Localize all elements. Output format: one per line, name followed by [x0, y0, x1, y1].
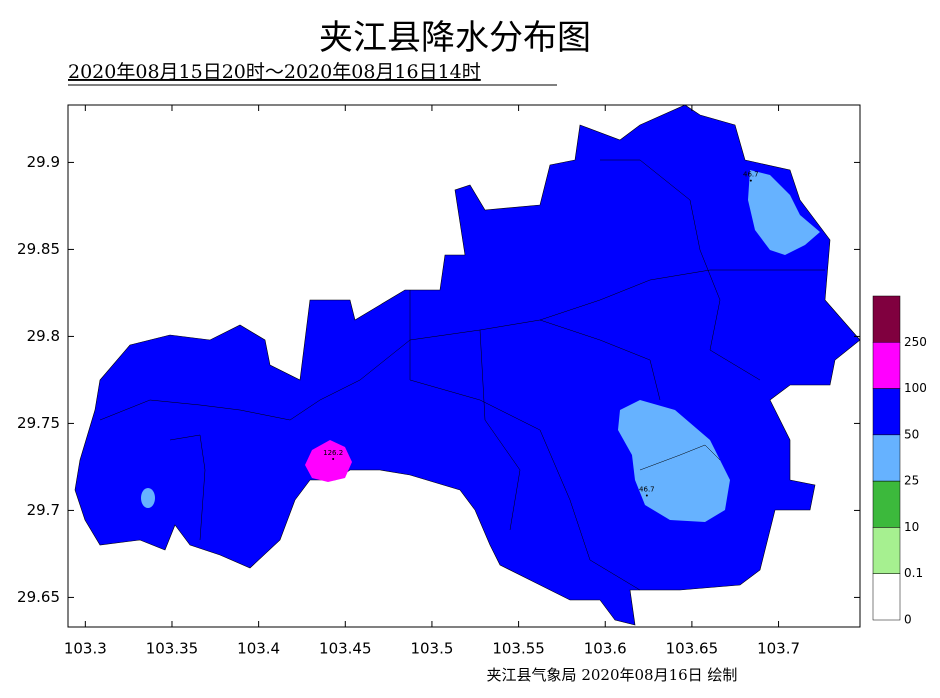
legend-label: 10 [904, 520, 919, 534]
station-labels: 126.2 46.7 46.7 [323, 171, 759, 497]
y-tick-label: 29.75 [17, 414, 60, 432]
y-tick-label: 29.8 [27, 327, 60, 345]
legend-swatch [872, 527, 901, 574]
legend-label: 0 [904, 613, 912, 627]
x-tick-label: 103.7 [757, 640, 800, 658]
y-tick-label: 29.85 [17, 240, 60, 258]
y-tick-label: 29.7 [27, 501, 60, 519]
map-subtitle: 2020年08月15日20时～2020年08月16日14时 [68, 61, 481, 83]
footer-credit: 夹江县气象局 2020年08月16日 绘制 [487, 666, 738, 684]
legend-swatch [872, 388, 901, 436]
station-dot [332, 458, 335, 460]
legend-label: 100 [904, 381, 927, 395]
rain-25-50-area [141, 488, 155, 508]
station-dot [749, 179, 752, 182]
x-tick-label: 103.65 [666, 640, 719, 658]
station-dot [645, 494, 648, 497]
legend-swatch [872, 573, 901, 621]
legend-label: 50 [904, 427, 919, 441]
x-tick-label: 103.35 [146, 640, 199, 658]
rain-25-50-area [618, 400, 730, 522]
township-boundaries [99, 159, 825, 591]
station-label: 46.7 [743, 171, 759, 179]
county-area [74, 104, 861, 626]
x-tick-label: 103.6 [584, 640, 627, 658]
rain-100-250-area [305, 440, 352, 482]
legend-label: 0.1 [904, 566, 923, 580]
x-tick-label: 103.45 [319, 640, 372, 658]
axes: 103.3 103.35 103.4 103.45 103.5 103.55 103.6 10… [17, 105, 860, 658]
map-title: 夹江县降水分布图 [319, 18, 591, 58]
legend-label: 250 [904, 335, 927, 349]
rain-25-50-area [748, 170, 820, 255]
station-label: 46.7 [639, 486, 655, 494]
x-tick-label: 103.4 [237, 640, 280, 658]
legend-swatch [872, 342, 901, 389]
legend-swatch [872, 434, 901, 482]
y-tick-label: 29.9 [27, 153, 60, 171]
legend-swatch [872, 480, 901, 528]
x-tick-label: 103.3 [64, 640, 107, 658]
legend: 250 100 50 25 10 0.1 0 [872, 295, 927, 627]
legend-swatch [872, 295, 901, 343]
y-tick-label: 29.65 [17, 588, 60, 606]
legend-label: 25 [904, 474, 919, 488]
x-tick-label: 103.55 [492, 640, 545, 658]
x-tick-label: 103.5 [410, 640, 453, 658]
station-label: 126.2 [323, 449, 343, 457]
